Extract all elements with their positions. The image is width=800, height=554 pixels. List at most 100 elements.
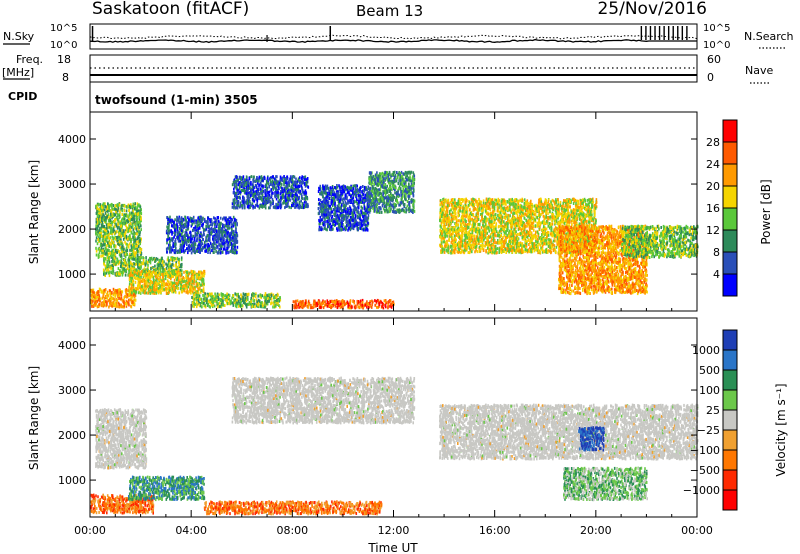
scatter-cell: [178, 264, 180, 267]
scatter-cell: [227, 296, 229, 299]
radar-summary-plot: Saskatoon (fitACF) Beam 13 25/Nov/2016 N…: [0, 0, 800, 554]
scatter-cell: [105, 295, 107, 298]
scatter-cell: [99, 303, 101, 306]
scatter-cell: [107, 210, 109, 213]
scatter-cell: [289, 206, 291, 209]
scatter-cell: [103, 269, 105, 272]
scatter-cell: [116, 299, 118, 302]
scatter-cell: [185, 274, 187, 277]
scatter-cell: [295, 193, 297, 196]
scatter-cell: [229, 227, 231, 230]
scatter-cell: [229, 294, 231, 297]
scatter-cell: [227, 247, 229, 250]
scatter-cell: [98, 248, 100, 251]
scatter-cell: [268, 200, 270, 203]
scatter-cell: [280, 193, 282, 196]
scatter-cell: [137, 278, 139, 281]
scatter-cell: [195, 232, 197, 235]
scatter-cell: [272, 201, 274, 204]
beam-title: Beam 13: [356, 2, 423, 20]
scatter-cell: [242, 201, 244, 204]
scatter-cell: [125, 303, 127, 306]
scatter-cell: [306, 178, 308, 181]
scatter-cell: [305, 201, 307, 204]
scatter-cell: [135, 257, 137, 260]
scatter-cell: [97, 218, 99, 221]
scatter-cell: [217, 252, 219, 255]
scatter-cell: [275, 203, 277, 206]
scatter-cell: [271, 294, 273, 297]
scatter-cell: [157, 290, 159, 293]
scatter-cell: [263, 296, 265, 299]
scatter-cell: [98, 220, 100, 223]
scatter-cell: [295, 185, 297, 188]
scatter-cell: [121, 204, 123, 207]
scatter-cell: [134, 239, 136, 242]
scatter-cell: [222, 300, 224, 303]
scatter-cell: [251, 303, 253, 306]
scatter-cell: [113, 204, 115, 207]
scatter-cell: [100, 229, 102, 232]
scatter-cell: [197, 294, 199, 297]
scatter-cell: [118, 237, 120, 240]
scatter-cell: [282, 194, 284, 197]
scatter-cell: [132, 236, 134, 239]
scatter-cell: [191, 270, 193, 273]
scatter-cell: [138, 223, 140, 226]
scatter-cell: [135, 212, 137, 215]
scatter-cell: [129, 234, 131, 237]
scatter-cell: [199, 304, 201, 307]
scatter-cell: [97, 238, 99, 241]
scatter-cell: [170, 246, 172, 249]
scatter-cell: [130, 262, 132, 265]
scatter-cell: [134, 202, 136, 205]
scatter-cell: [187, 291, 189, 294]
scatter-cell: [101, 304, 103, 307]
scatter-cell: [220, 252, 222, 255]
scatter-cell: [205, 250, 207, 253]
scatter-cell: [140, 218, 142, 221]
scatter-cell: [262, 304, 264, 307]
scatter-cell: [131, 267, 133, 270]
scatter-cell: [155, 259, 157, 262]
scatter-cell: [117, 209, 119, 212]
scatter-cell: [269, 206, 271, 209]
scatter-cell: [153, 279, 155, 282]
scatter-cell: [279, 296, 281, 299]
scatter-cell: [258, 185, 260, 188]
scatter-cell: [169, 251, 171, 254]
scatter-cell: [100, 249, 102, 252]
scatter-cell: [100, 212, 102, 215]
scatter-cell: [117, 226, 119, 229]
scatter-cell: [115, 304, 117, 307]
scatter-cell: [102, 225, 104, 228]
scatter-cell: [136, 228, 138, 231]
scatter-cell: [211, 218, 213, 221]
scatter-cell: [249, 177, 251, 180]
scatter-cell: [243, 175, 245, 178]
scatter-cell: [237, 183, 239, 186]
scatter-cell: [148, 276, 150, 279]
scatter-cell: [181, 256, 183, 259]
scatter-cell: [209, 218, 211, 221]
scatter-cell: [128, 220, 130, 223]
scatter-cell: [278, 196, 280, 199]
scatter-cell: [152, 271, 154, 274]
scatter-cell: [208, 300, 210, 303]
scatter-cell: [112, 264, 114, 267]
scatter-cell: [277, 203, 279, 206]
scatter-cell: [221, 227, 223, 230]
scatter-cell: [291, 179, 293, 182]
scatter-cell: [98, 256, 100, 259]
scatter-cell: [127, 267, 129, 270]
scatter-cell: [257, 205, 259, 208]
scatter-cell: [96, 254, 98, 257]
scatter-cell: [196, 232, 198, 235]
scatter-cell: [105, 212, 107, 215]
scatter-cell: [274, 300, 276, 303]
scatter-cell: [195, 226, 197, 229]
scatter-cell: [165, 263, 167, 266]
scatter-cell: [137, 254, 139, 257]
freq-label: Freq.: [16, 53, 43, 66]
scatter-cell: [190, 277, 192, 280]
